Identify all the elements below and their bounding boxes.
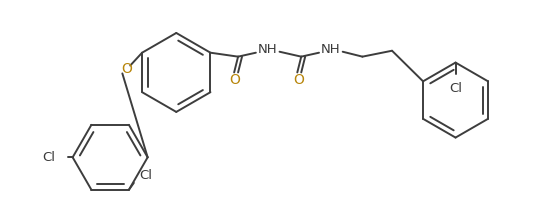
Text: O: O xyxy=(121,62,132,76)
Text: Cl: Cl xyxy=(42,151,55,164)
Text: Cl: Cl xyxy=(139,169,152,183)
Text: Cl: Cl xyxy=(449,82,462,95)
Text: O: O xyxy=(230,73,241,87)
Text: NH: NH xyxy=(321,43,340,56)
Text: O: O xyxy=(293,73,304,87)
Text: NH: NH xyxy=(258,43,277,56)
